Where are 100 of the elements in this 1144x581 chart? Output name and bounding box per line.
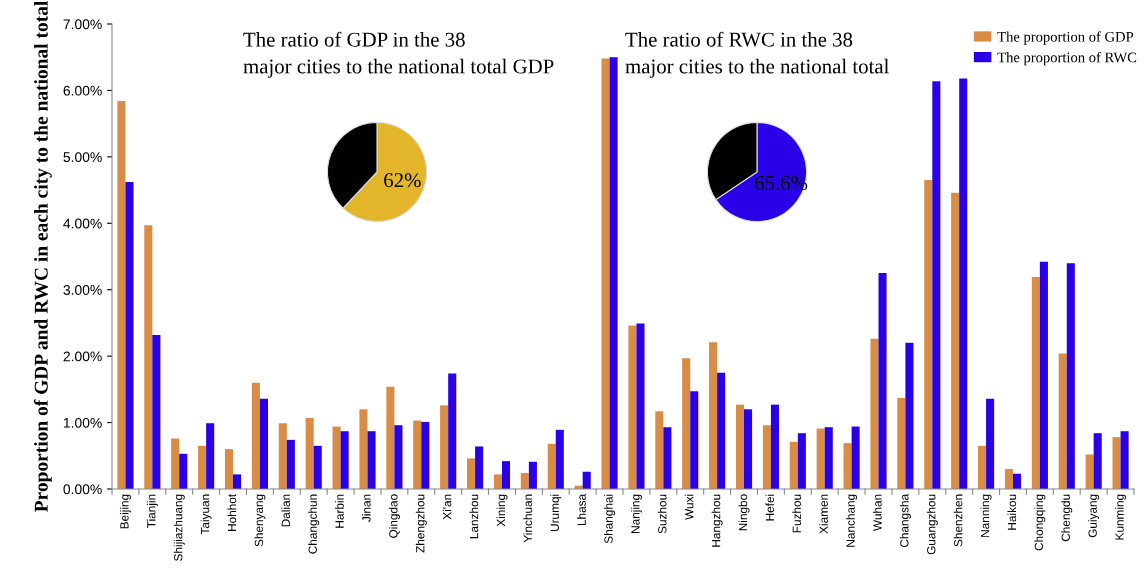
bar bbox=[905, 342, 914, 489]
bar bbox=[171, 438, 180, 489]
bar bbox=[636, 323, 645, 489]
bar bbox=[655, 411, 664, 489]
chart-title: The ratio of RWC in the 38 major cities to the national total bbox=[625, 31, 889, 78]
bar bbox=[770, 404, 779, 489]
x-tick-label: Shenyang bbox=[254, 494, 266, 547]
bar bbox=[816, 428, 825, 489]
bar bbox=[233, 474, 242, 489]
bar bbox=[609, 57, 618, 489]
bar bbox=[224, 449, 234, 489]
y-tick-label: 7.00% bbox=[63, 19, 102, 30]
x-tick-label: Nanchang bbox=[846, 494, 858, 547]
bar bbox=[359, 409, 368, 489]
bar bbox=[520, 473, 529, 489]
x-tick-label: Suzhou bbox=[657, 494, 667, 534]
x-tick-label: Guangzhou bbox=[926, 494, 938, 555]
x-tick-label: Shijiazhuang bbox=[173, 494, 185, 561]
bar bbox=[501, 461, 511, 489]
x-tick-label: Xining bbox=[496, 494, 508, 527]
bar bbox=[762, 425, 771, 489]
x-tick-label: Yinchuan bbox=[523, 494, 533, 543]
bar bbox=[951, 192, 960, 489]
x-tick-label: Beijing bbox=[119, 494, 131, 529]
x-tick-label: Jinan bbox=[362, 494, 371, 522]
bar bbox=[978, 445, 987, 489]
bar bbox=[278, 423, 287, 489]
bar bbox=[1058, 353, 1067, 489]
bar bbox=[259, 398, 268, 489]
bar bbox=[1120, 431, 1129, 489]
bar bbox=[1112, 437, 1121, 489]
x-tick-label: Hohhot bbox=[227, 493, 237, 531]
bar bbox=[286, 439, 295, 489]
bar bbox=[1039, 261, 1048, 489]
bar bbox=[206, 423, 215, 489]
x-tick-label: Tianjin bbox=[146, 494, 158, 528]
x-tick-label: Shanghai bbox=[604, 494, 616, 544]
bar bbox=[870, 338, 879, 489]
bar bbox=[1031, 277, 1040, 489]
x-tick-label: Kunming bbox=[1115, 494, 1127, 540]
x-tick-label: Haikou bbox=[1007, 494, 1017, 530]
bar bbox=[682, 358, 691, 489]
bar bbox=[493, 474, 502, 489]
y-tick-label: 1.00% bbox=[63, 417, 102, 428]
bar bbox=[528, 461, 537, 489]
bar bbox=[313, 445, 322, 489]
bar bbox=[924, 180, 933, 489]
bar bbox=[797, 433, 806, 489]
bar bbox=[179, 453, 188, 489]
bar bbox=[851, 426, 860, 489]
bar bbox=[735, 404, 745, 489]
bar bbox=[475, 446, 484, 489]
bar bbox=[467, 458, 476, 489]
x-tick-label: Lanzhou bbox=[469, 494, 479, 539]
bar bbox=[878, 273, 887, 489]
bar bbox=[305, 417, 314, 489]
bar bbox=[628, 325, 637, 489]
y-tick-label: 3.00% bbox=[63, 285, 102, 295]
bar bbox=[125, 182, 134, 489]
y-tick-label: 0.00% bbox=[63, 484, 102, 495]
bar bbox=[386, 386, 395, 489]
bar bbox=[717, 372, 726, 489]
bar bbox=[709, 342, 718, 489]
bar bbox=[986, 398, 995, 489]
bar bbox=[1066, 263, 1075, 489]
y-axis-title: Proportion of GDP and RWC in each city to the national total bbox=[33, 1, 52, 512]
x-tick-label: Hangzhou bbox=[711, 494, 723, 547]
bar bbox=[448, 373, 457, 489]
bar bbox=[897, 397, 906, 489]
bar bbox=[663, 427, 672, 489]
bar bbox=[198, 445, 207, 489]
bar bbox=[601, 58, 610, 489]
x-tick-label: Qingdao bbox=[388, 494, 400, 538]
bar bbox=[690, 391, 699, 489]
x-tick-label: Harbin bbox=[335, 494, 344, 528]
bar bbox=[959, 78, 968, 489]
bar bbox=[932, 81, 941, 489]
legend-label: The proportion of GDP bbox=[997, 31, 1134, 45]
bar bbox=[394, 425, 403, 489]
bar bbox=[367, 431, 376, 489]
x-tick-label: Chongqing bbox=[1034, 494, 1046, 551]
bar bbox=[340, 431, 349, 489]
legend-label: The proportion of RWC bbox=[997, 51, 1137, 66]
y-tick-label: 5.00% bbox=[63, 152, 102, 163]
y-tick-label: 4.00% bbox=[63, 218, 102, 229]
bar bbox=[251, 382, 260, 489]
x-tick-label: Chengdu bbox=[1061, 494, 1073, 542]
bar bbox=[1085, 454, 1094, 489]
x-tick-label: Zhengzhou bbox=[415, 494, 427, 553]
bar bbox=[744, 409, 753, 489]
x-tick-label: Xiamen bbox=[819, 494, 828, 534]
x-tick-label: Guiyang bbox=[1088, 494, 1100, 538]
x-tick-label: Shenzhen bbox=[953, 494, 963, 547]
bar bbox=[1012, 473, 1022, 489]
x-tick-label: Changsha bbox=[899, 493, 911, 548]
bar bbox=[413, 420, 422, 489]
x-tick-label: Dalian bbox=[281, 494, 290, 527]
x-tick-label: Urumqi bbox=[550, 494, 562, 531]
x-tick-label: Lhasa bbox=[577, 493, 586, 526]
x-tick-label: Taiyuan bbox=[200, 494, 212, 535]
